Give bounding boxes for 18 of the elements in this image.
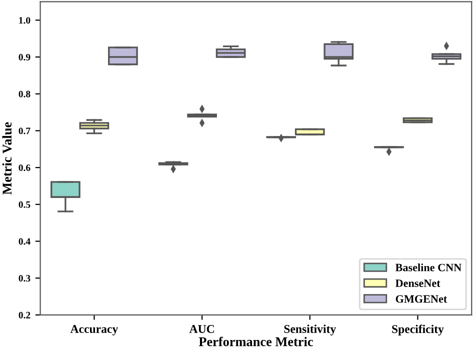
legend-label: GMGENet <box>396 295 448 303</box>
y-tick-label: 0.8 <box>18 90 30 98</box>
x-tick-label: AUC <box>189 325 214 333</box>
legend-label: Baseline CNN <box>395 263 462 272</box>
y-tick-label: 1.0 <box>19 17 30 24</box>
y-tick-label: 0.6 <box>18 164 30 172</box>
y-axis-title: Metric Value <box>2 122 12 195</box>
y-tick-label: 0.2 <box>18 312 30 318</box>
y-tick-label: 0.4 <box>18 238 30 245</box>
x-tick-label: Specificity <box>392 324 444 336</box>
y-tick-label: 0.7 <box>18 128 30 134</box>
y-tick-label: 0.5 <box>18 201 30 208</box>
x-tick-label: Accuracy <box>70 325 118 336</box>
x-tick-label: Sensitivity <box>284 324 336 336</box>
y-tick-label: 0.3 <box>18 275 30 282</box>
x-axis-title: Performance Metric <box>198 336 313 346</box>
y-tick-label: 0.9 <box>18 54 30 61</box>
legend-label: DenseNet <box>395 280 440 287</box>
